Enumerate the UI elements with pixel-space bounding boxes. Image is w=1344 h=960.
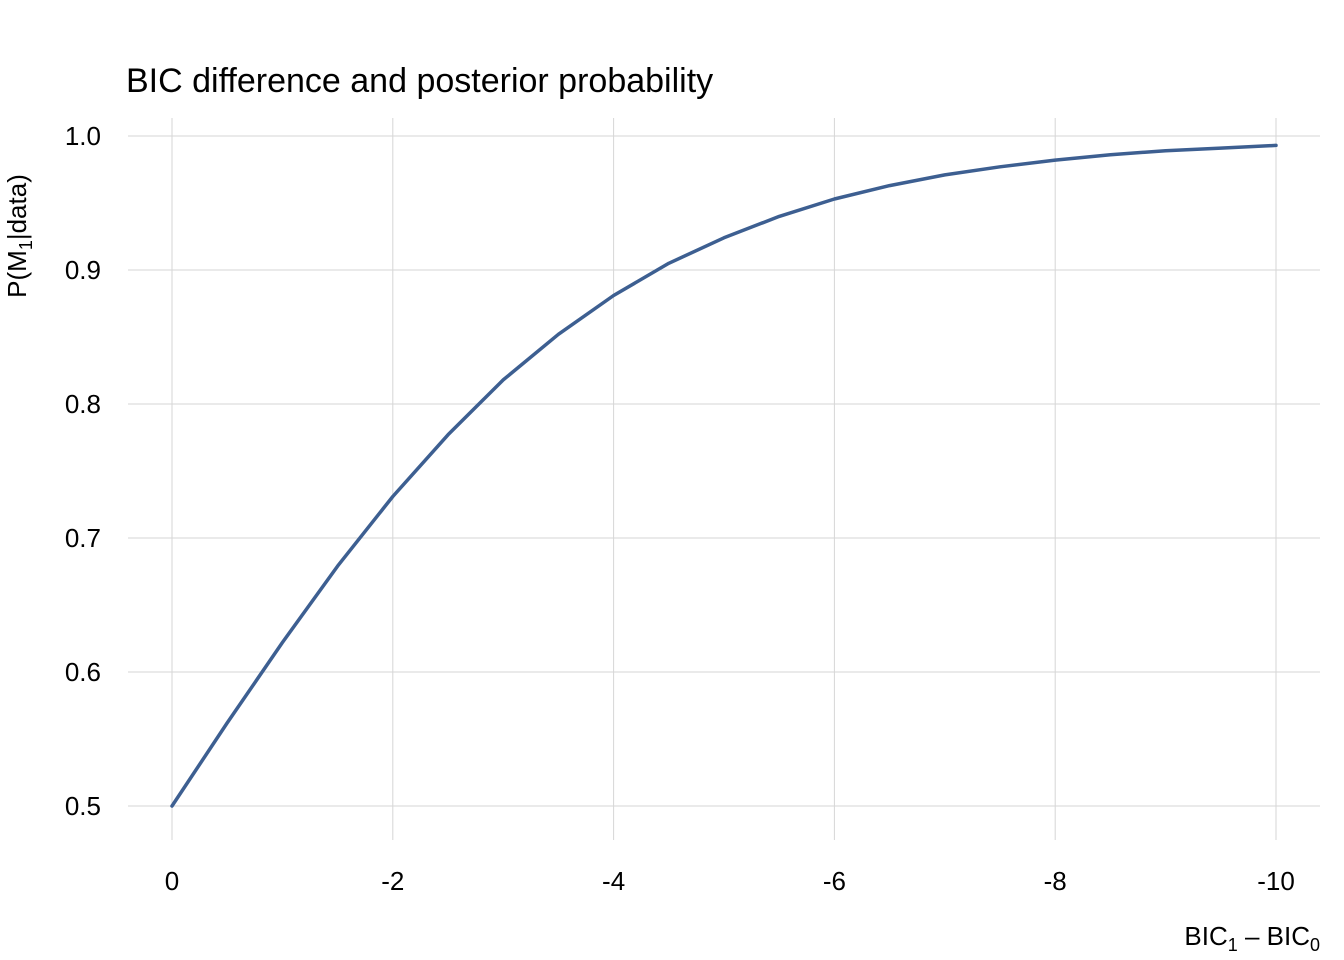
x-tick-label: -10 — [1257, 866, 1295, 896]
y-tick-label: 0.8 — [65, 389, 101, 419]
x-axis-label-sep: – BIC — [1238, 921, 1310, 951]
y-tick-labels: 0.5 0.6 0.7 0.8 0.9 1.0 — [65, 121, 101, 821]
x-tick-label: 0 — [165, 866, 179, 896]
y-tick-label: 0.5 — [65, 791, 101, 821]
y-tick-label: 0.7 — [65, 523, 101, 553]
gridlines — [128, 118, 1320, 840]
y-tick-label: 0.6 — [65, 657, 101, 687]
y-tick-label: 0.9 — [65, 255, 101, 285]
y-tick-label: 1.0 — [65, 121, 101, 151]
series-layer — [170, 143, 1278, 808]
x-axis-label-main: BIC — [1184, 921, 1227, 951]
x-axis-label: BIC1 – BIC0 — [1184, 921, 1320, 955]
y-axis-label-pre: P(M — [2, 250, 32, 298]
y-axis-label: P(M1|data) — [2, 174, 36, 298]
x-tick-label: -4 — [602, 866, 625, 896]
y-axis-label-post: |data) — [2, 174, 32, 240]
x-axis-label-sub0: 0 — [1310, 935, 1320, 955]
y-axis-label-sub: 1 — [16, 240, 36, 250]
x-tick-label: -6 — [823, 866, 846, 896]
series-line — [170, 143, 1278, 808]
x-tick-labels: 0 -2 -4 -6 -8 -10 — [165, 866, 1295, 896]
x-axis-label-sub1: 1 — [1228, 935, 1238, 955]
x-tick-label: -8 — [1044, 866, 1067, 896]
chart-title: BIC difference and posterior probability — [126, 62, 713, 100]
x-tick-label: -2 — [381, 866, 404, 896]
